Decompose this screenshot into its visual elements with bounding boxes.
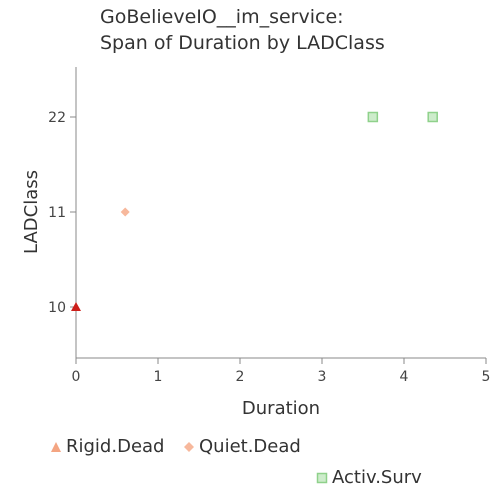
diamond-icon: [184, 442, 194, 452]
x-tick-label: 3: [318, 369, 327, 385]
tick-labels: 0 1 2 3 4 5 10 11 22: [48, 110, 490, 385]
y-tick-label: 11: [48, 205, 66, 221]
legend-label-quiet-dead: Quiet.Dead: [199, 436, 301, 457]
chart-title-line-1: GoBelieveIO__im_service:: [100, 6, 344, 28]
y-tick-label: 10: [48, 300, 66, 316]
legend-item-quiet-dead: Quiet.Dead: [183, 436, 301, 457]
square-icon: [316, 472, 328, 484]
y-axis-label: LADClass: [21, 170, 42, 254]
x-axis-label: Duration: [242, 398, 320, 419]
chart-title-line-2: Span of Duration by LADClass: [100, 32, 385, 54]
x-tick-label: 1: [154, 369, 163, 385]
legend-label-rigid-dead: Rigid.Dead: [66, 436, 165, 457]
point-activ-surv: [367, 111, 379, 123]
axes: [70, 67, 487, 364]
point-quiet-dead: [120, 207, 130, 217]
x-tick-label: 5: [482, 369, 491, 385]
legend-item-rigid-dead: Rigid.Dead: [50, 436, 164, 457]
data-points: [71, 111, 438, 311]
y-tick-label: 22: [48, 110, 66, 126]
x-tick-label: 0: [72, 369, 81, 385]
point-rigid-dead: [71, 302, 81, 311]
legend-item-activ-surv: Activ.Surv: [316, 467, 422, 488]
triangle-icon: [51, 442, 61, 452]
x-tick-label: 2: [236, 369, 245, 385]
x-tick-label: 4: [400, 369, 409, 385]
legend-label-activ-surv: Activ.Surv: [332, 467, 422, 488]
point-activ-surv: [427, 111, 438, 123]
